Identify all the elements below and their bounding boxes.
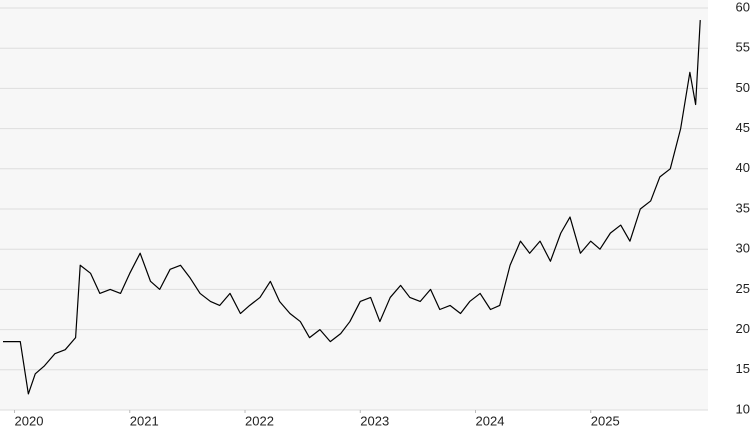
y-tick-label: 40 <box>736 160 750 175</box>
x-tick-label: 2024 <box>476 413 505 428</box>
y-tick-label: 25 <box>736 281 750 296</box>
plot-background <box>0 0 708 410</box>
y-tick-label: 45 <box>736 120 750 135</box>
y-tick-label: 10 <box>736 401 750 416</box>
y-tick-label: 20 <box>736 321 750 336</box>
y-tick-label: 55 <box>736 40 750 55</box>
y-tick-label: 15 <box>736 361 750 376</box>
y-tick-label: 60 <box>736 0 750 14</box>
x-tick-label: 2020 <box>15 413 44 428</box>
y-tick-label: 50 <box>736 80 750 95</box>
price-line <box>3 20 701 395</box>
x-tick-label: 2023 <box>360 413 389 428</box>
y-tick-label: 35 <box>736 200 750 215</box>
y-tick-label: 30 <box>736 241 750 256</box>
x-tick-label: 2025 <box>591 413 620 428</box>
x-tick-label: 2022 <box>245 413 274 428</box>
x-tick-label: 2021 <box>130 413 159 428</box>
